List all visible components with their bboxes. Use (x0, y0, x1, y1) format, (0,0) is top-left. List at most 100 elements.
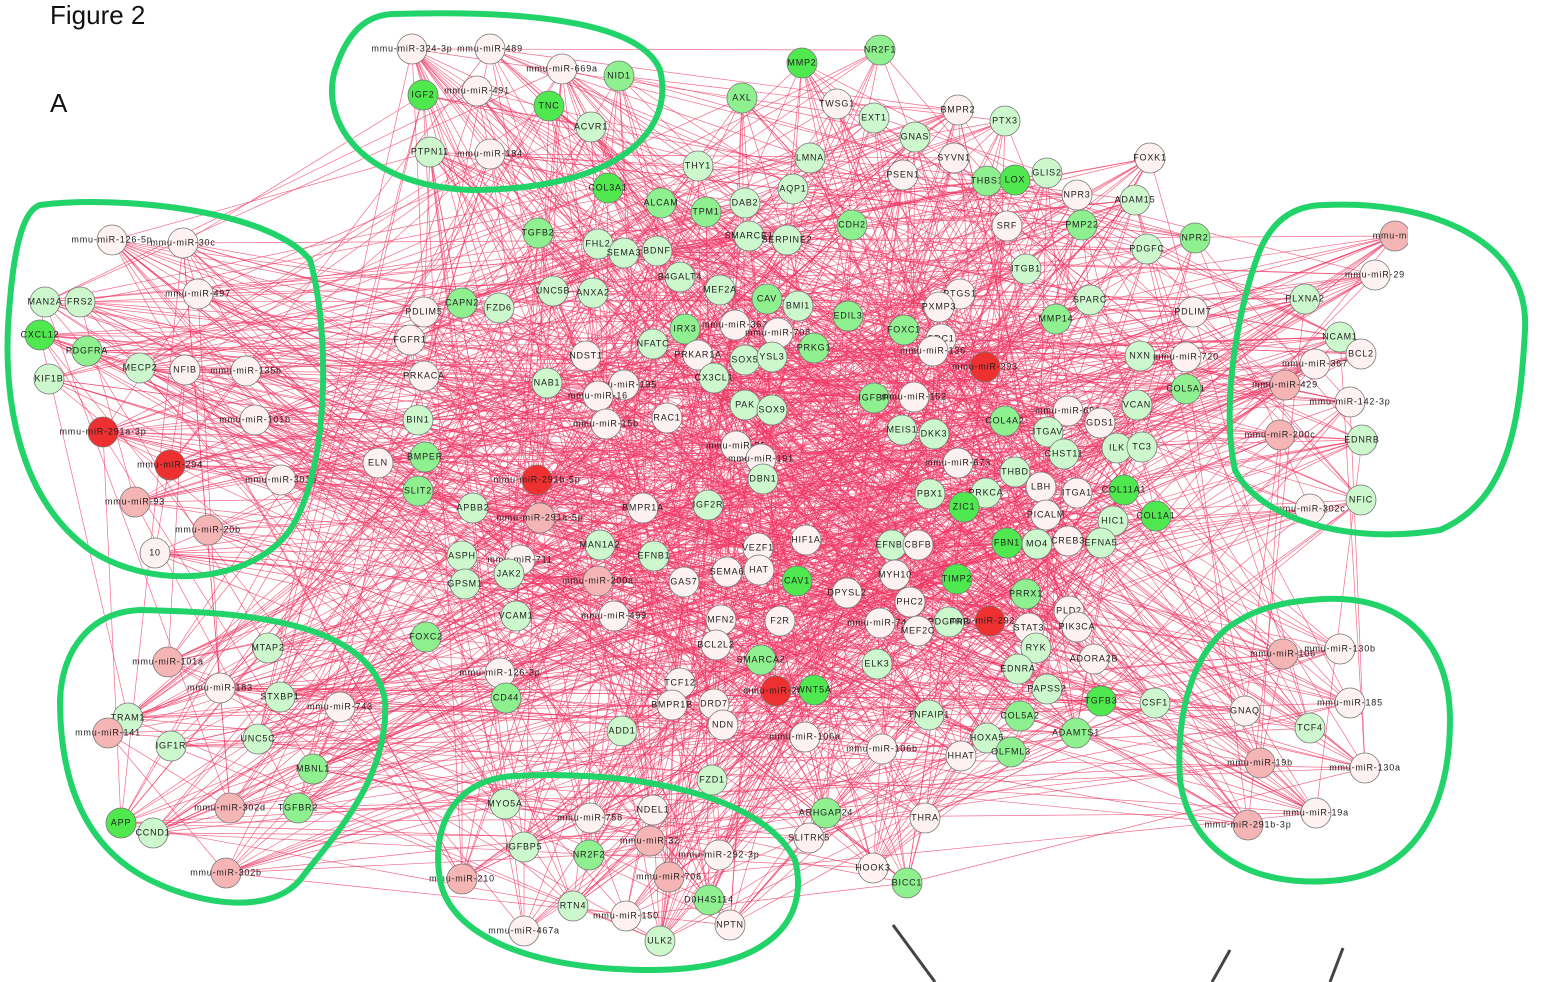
node-label: mmu-miR-106b (846, 743, 918, 753)
node-label: IRX3 (673, 323, 696, 333)
node-label: BIN1 (406, 414, 429, 424)
node-label: COL1A1 (1136, 510, 1175, 520)
node-label: IGF2R (693, 499, 724, 509)
node-label: CDH2 (838, 219, 866, 229)
node: BDNF (642, 236, 672, 266)
node-label: ADAMTS1 (1052, 727, 1100, 737)
node-label: mmu-miR-152 (881, 391, 947, 401)
node-label: mmu-miR-32 (620, 835, 680, 845)
node-label: COL5A2 (1000, 710, 1039, 720)
node-label: EDIL3 (833, 310, 862, 320)
node-label: mmu-miR-16 (568, 390, 628, 400)
node-label: PICALM (1027, 509, 1065, 519)
node-label: MECP2 (122, 362, 157, 372)
node-label: RAC1 (653, 412, 680, 422)
node-label: B4GALT4 (658, 271, 702, 281)
node-label: mmu-miR-19b (1227, 757, 1293, 767)
node-label: ADORA2B (1070, 653, 1119, 663)
node-label: NDST1 (569, 350, 603, 360)
node: FOXK1 (1133, 143, 1167, 173)
node-label: ELK3 (864, 658, 889, 668)
node-label: NDN (712, 719, 734, 729)
node: GLIS2 (1032, 158, 1062, 188)
node: FBN1 (992, 528, 1022, 558)
node-label: PDGFRA (66, 345, 108, 355)
node-label: NAB1 (534, 377, 561, 387)
node-label: mmu-miR-291b-5p (493, 474, 580, 484)
edge (258, 739, 873, 868)
node-label: CAV (757, 293, 777, 303)
node-label: 10 (149, 547, 161, 557)
node: NFIB (170, 355, 200, 385)
node-label: mmu-miR-29 (1345, 269, 1405, 279)
node-label: ZIC1 (953, 501, 976, 511)
node-label: NFIC (1349, 494, 1373, 504)
node-label: FOXK1 (1133, 152, 1167, 162)
panel-label: B (30, 976, 47, 982)
node: TNC (534, 91, 564, 121)
node: NPR2 (1180, 223, 1210, 253)
node-label: WNT5A (796, 684, 832, 694)
node-label: ITGB1 (1011, 263, 1041, 273)
node-label: MMP2 (787, 57, 816, 67)
node: SRF (992, 211, 1022, 241)
node-label: mmu-miR-106a (769, 731, 841, 741)
node-label: mmu-miR-19a (1283, 807, 1349, 817)
node-label: BMPER (407, 451, 443, 461)
node-label: mmu-miR-150 (593, 910, 659, 920)
node-label: mmu-miR-291a-5p (496, 512, 583, 522)
node: ASPH (447, 541, 477, 571)
node-label: SLIT2 (404, 485, 432, 495)
node-label: YSL3 (759, 351, 784, 361)
node: GNAQ (1230, 696, 1260, 726)
node-label: NR2F1 (864, 44, 897, 54)
node: MEIS1 (886, 415, 917, 445)
node: CBFB (903, 530, 933, 560)
node-label: THRA (911, 812, 939, 822)
figure: Figure 2 A B mmu-miR-324-3pmmu-miR-489mm… (0, 0, 1545, 982)
node-label: mmu-miR-673 (925, 457, 991, 467)
node-label: MEF2A (703, 284, 737, 294)
node-label: TCF4 (1297, 722, 1323, 732)
node-label: DBN1 (749, 473, 776, 483)
node-label: CAPN2 (445, 297, 479, 307)
node-label: ELN (368, 457, 388, 467)
node: THY1 (683, 151, 713, 181)
node: BMI1 (783, 291, 813, 321)
node-label: mmu-miR-497 (165, 288, 231, 298)
node: 10 (140, 538, 170, 568)
node-label: mmu-miR-126-5p (71, 234, 152, 244)
node-label: MFN2 (707, 614, 735, 624)
node-label: mmu-miR-711 (487, 554, 552, 564)
node-label: ILK (1109, 442, 1125, 452)
node-label: MEF2C (901, 625, 936, 635)
node-label: ASPH (448, 550, 476, 560)
node-label: TCF12 (664, 677, 696, 687)
node-label: PLXNA2 (1285, 293, 1324, 303)
node-label: CXCL12 (21, 329, 60, 339)
node-label: SEMA6 (710, 566, 745, 576)
node-label: mmu-miR (1373, 230, 1418, 240)
node: ZIC1 (949, 492, 979, 522)
node-label: AQP1 (779, 183, 806, 193)
node-label: mmu-miR-301b (245, 474, 317, 484)
edge (103, 432, 121, 823)
node-label: UNC5C (240, 733, 275, 743)
node: BIN1 (403, 405, 433, 435)
node: DAB2 (730, 188, 760, 218)
node: mmu-miR-130b (1304, 634, 1376, 664)
node: IGF2 (408, 80, 438, 110)
node: NR2F1 (864, 35, 897, 65)
node-label: TNC (539, 100, 560, 110)
node-label: mmu-miR-126-3p (459, 667, 540, 677)
node-label: CAV1 (784, 575, 810, 585)
node: MAN2A (27, 287, 62, 317)
node-label: THBD (1001, 466, 1029, 476)
node: ADD1 (607, 716, 637, 746)
node-label: STAT3 (1014, 622, 1045, 632)
node-label: mmu-miR-706 (636, 871, 702, 881)
node-label: LOX (1005, 174, 1025, 184)
node: EDNRB (1344, 425, 1380, 455)
node-label: SLITRK5 (788, 832, 830, 842)
node-label: SOX9 (758, 404, 785, 414)
